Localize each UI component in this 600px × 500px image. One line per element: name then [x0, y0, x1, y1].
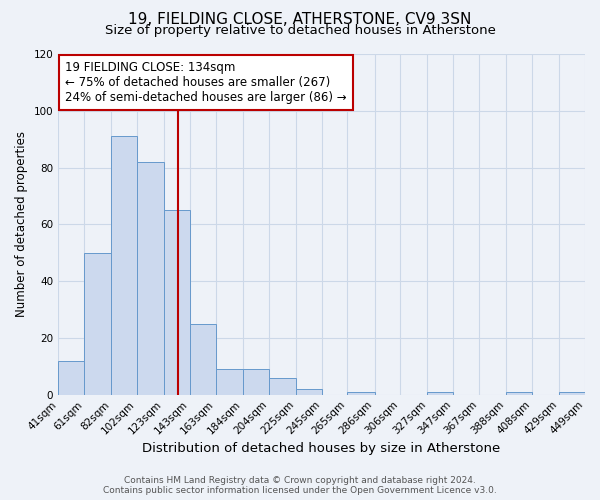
Text: Size of property relative to detached houses in Atherstone: Size of property relative to detached ho… — [104, 24, 496, 37]
Bar — [506, 392, 532, 394]
Text: 19 FIELDING CLOSE: 134sqm
← 75% of detached houses are smaller (267)
24% of semi: 19 FIELDING CLOSE: 134sqm ← 75% of detac… — [65, 61, 347, 104]
Bar — [137, 162, 164, 394]
X-axis label: Distribution of detached houses by size in Atherstone: Distribution of detached houses by size … — [142, 442, 501, 455]
Y-axis label: Number of detached properties: Number of detached properties — [15, 132, 28, 318]
Bar — [559, 392, 585, 394]
Bar — [111, 136, 137, 394]
Bar — [296, 389, 322, 394]
Bar — [216, 369, 243, 394]
Bar — [243, 369, 269, 394]
Bar — [58, 360, 84, 394]
Bar — [269, 378, 296, 394]
Bar — [190, 324, 216, 394]
Bar — [84, 253, 111, 394]
Bar — [427, 392, 453, 394]
Bar — [347, 392, 374, 394]
Bar — [164, 210, 190, 394]
Text: Contains HM Land Registry data © Crown copyright and database right 2024.
Contai: Contains HM Land Registry data © Crown c… — [103, 476, 497, 495]
Text: 19, FIELDING CLOSE, ATHERSTONE, CV9 3SN: 19, FIELDING CLOSE, ATHERSTONE, CV9 3SN — [128, 12, 472, 28]
